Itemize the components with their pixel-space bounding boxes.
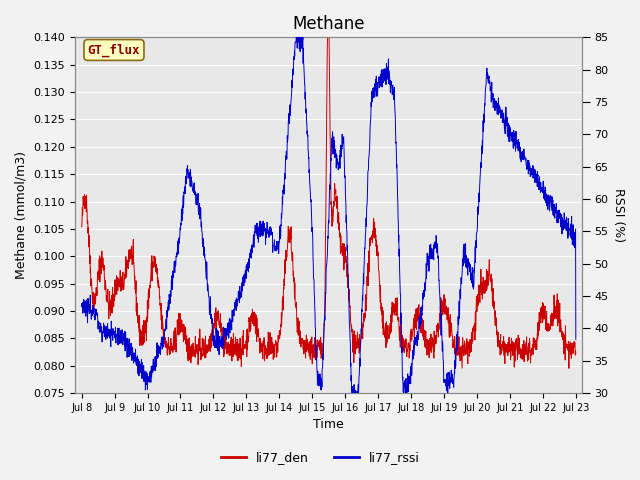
Legend: li77_den, li77_rssi: li77_den, li77_rssi xyxy=(216,446,424,469)
Y-axis label: RSSI (%): RSSI (%) xyxy=(612,188,625,242)
Y-axis label: Methane (mmol/m3): Methane (mmol/m3) xyxy=(15,151,28,279)
Text: GT_flux: GT_flux xyxy=(88,43,140,57)
Title: Methane: Methane xyxy=(292,15,365,33)
X-axis label: Time: Time xyxy=(314,419,344,432)
